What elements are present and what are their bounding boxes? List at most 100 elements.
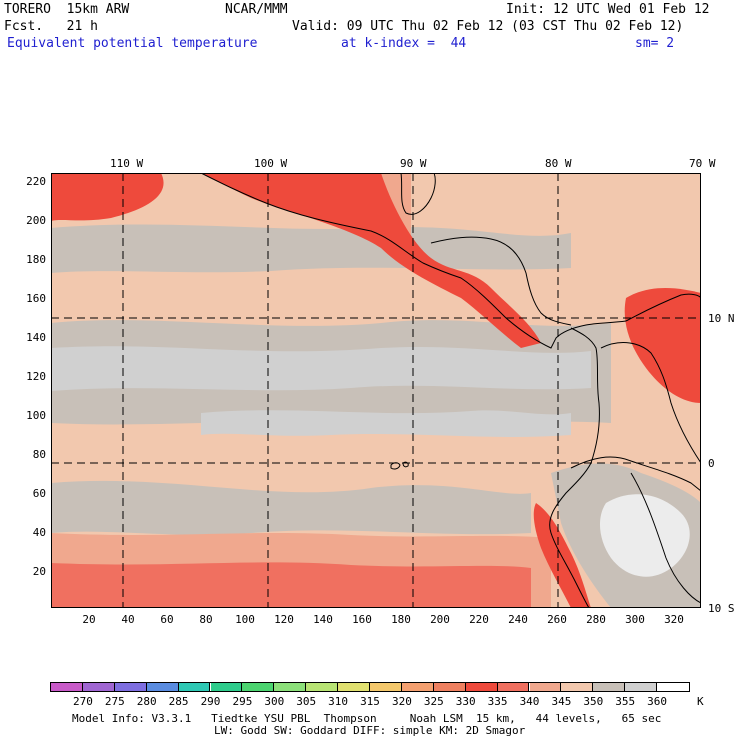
lon-label-80w: 80 W <box>545 157 572 170</box>
colorbar-swatch <box>497 683 530 691</box>
x-tick: 40 <box>121 613 135 626</box>
lat-label-10n: 10 N <box>708 312 735 325</box>
colorbar-swatch <box>242 683 275 691</box>
y-tick: 200 <box>26 214 46 227</box>
colorbar-swatch <box>306 683 339 691</box>
x-tick: 100 <box>235 613 255 626</box>
colorbar-label: 295 <box>232 695 253 708</box>
colorbar-swatch <box>82 683 115 691</box>
institution: NCAR/MMM <box>225 2 288 17</box>
map-frame <box>51 173 701 608</box>
coastline-colombia-pacific <box>549 327 600 608</box>
valid-time: Valid: 09 UTC Thu 02 Feb 12 (03 CST Thu … <box>292 19 684 34</box>
colorbar-label: 315 <box>360 695 380 708</box>
y-tick: 80 <box>32 448 46 461</box>
x-tick: 80 <box>199 613 213 626</box>
smoothing-info: sm= 2 <box>635 36 675 51</box>
x-tick: 180 <box>391 613 411 626</box>
field-name: Equivalent potential temperature <box>7 36 258 51</box>
x-tick: 320 <box>664 613 684 626</box>
colorbar-swatch <box>146 683 179 691</box>
field-band-gray-2 <box>201 410 571 437</box>
x-tick: 140 <box>313 613 333 626</box>
lon-label-110w: 110 W <box>110 157 144 170</box>
border-ecuador-peru <box>570 456 701 492</box>
colorbar-swatch <box>114 683 147 691</box>
colorbar-swatch <box>401 683 434 691</box>
x-tick: 60 <box>160 613 174 626</box>
colorbar-label: 270 <box>72 695 93 708</box>
colorbar-swatch <box>51 683 83 691</box>
colorbar-swatch <box>561 683 594 691</box>
colorbar-label: 285 <box>168 695 189 708</box>
lat-label-0: 0 <box>708 457 715 470</box>
coastline-mexico-central-america <box>200 173 627 349</box>
x-tick: 20 <box>82 613 96 626</box>
x-tick: 220 <box>469 613 489 626</box>
map-grid <box>51 173 701 608</box>
field-central-america-hot <box>201 173 541 348</box>
colorbar-label: 350 <box>583 695 604 708</box>
colorbar-label: 320 <box>391 695 412 708</box>
colorbar-swatch <box>370 683 402 691</box>
coastline-galapagos <box>390 461 409 470</box>
x-tick: 280 <box>586 613 606 626</box>
colorbar-label: 300 <box>264 695 285 708</box>
colorbar-swatch <box>529 683 562 691</box>
colorbar-label: 310 <box>328 695 349 708</box>
coastlines <box>200 173 701 608</box>
colorbar-swatch <box>338 683 370 691</box>
x-tick: 120 <box>274 613 294 626</box>
colorbar-label: 275 <box>104 695 125 708</box>
coastline-south-america-interior <box>600 342 701 464</box>
colorbar-swatch <box>657 683 689 691</box>
y-tick: 160 <box>26 292 46 305</box>
y-tick: 20 <box>32 565 46 578</box>
field-band-south-hot <box>51 562 531 608</box>
lon-label-90w: 90 W <box>400 157 427 170</box>
field-peru-coast-hot <box>533 503 591 608</box>
field-nw-hot <box>51 173 164 221</box>
y-tick: 60 <box>32 487 46 500</box>
field-ne-hot <box>624 288 701 403</box>
coastline-gulf <box>400 173 436 215</box>
colorbar-label: 305 <box>296 695 317 708</box>
x-tick: 160 <box>352 613 372 626</box>
y-tick: 100 <box>26 409 46 422</box>
x-tick: 240 <box>508 613 528 626</box>
y-tick: 40 <box>32 526 46 539</box>
forecast-hour: Fcst. 21 h <box>4 19 98 34</box>
field-band-south <box>51 480 531 535</box>
lon-label-100w: 100 W <box>254 157 288 170</box>
colorbar-swatch <box>625 683 658 691</box>
colorbar-label: 340 <box>519 695 540 708</box>
y-tick: 180 <box>26 253 46 266</box>
model-info-line1: Model Info: V3.3.1 Tiedtke YSU PBL Thomp… <box>72 712 662 725</box>
lon-label-70w: 70 W <box>689 157 716 170</box>
init-time: Init: 12 UTC Wed 01 Feb 12 <box>506 2 710 17</box>
colorbar-swatch <box>465 683 498 691</box>
colorbar-label: 335 <box>487 695 508 708</box>
field-band-gray-1 <box>51 346 591 391</box>
model-info-line2: LW: Godd SW: Goddard DIFF: simple KM: 2D… <box>214 724 526 737</box>
colorbar-swatch <box>433 683 466 691</box>
x-tick: 300 <box>625 613 645 626</box>
colorbar <box>50 682 690 692</box>
lat-label-10s: 10 S <box>708 602 735 615</box>
coastline-south-america-north <box>625 293 701 322</box>
colorbar-label: 280 <box>136 695 157 708</box>
colorbar-swatch <box>274 683 307 691</box>
colorbar-label: 360 <box>647 695 668 708</box>
x-tick: 200 <box>430 613 450 626</box>
colorbar-label: 330 <box>455 695 476 708</box>
y-tick: 120 <box>26 370 46 383</box>
border-peru-brazil <box>630 472 701 604</box>
colorbar-label: 345 <box>551 695 572 708</box>
coastline-caribbean-ca <box>430 236 572 326</box>
colorbar-swatch <box>178 683 211 691</box>
level-info: at k-index = 44 <box>341 36 467 51</box>
y-tick: 140 <box>26 331 46 344</box>
field-band-north <box>51 224 571 273</box>
colorbar-unit: K <box>697 695 704 708</box>
colorbar-label: 355 <box>615 695 636 708</box>
